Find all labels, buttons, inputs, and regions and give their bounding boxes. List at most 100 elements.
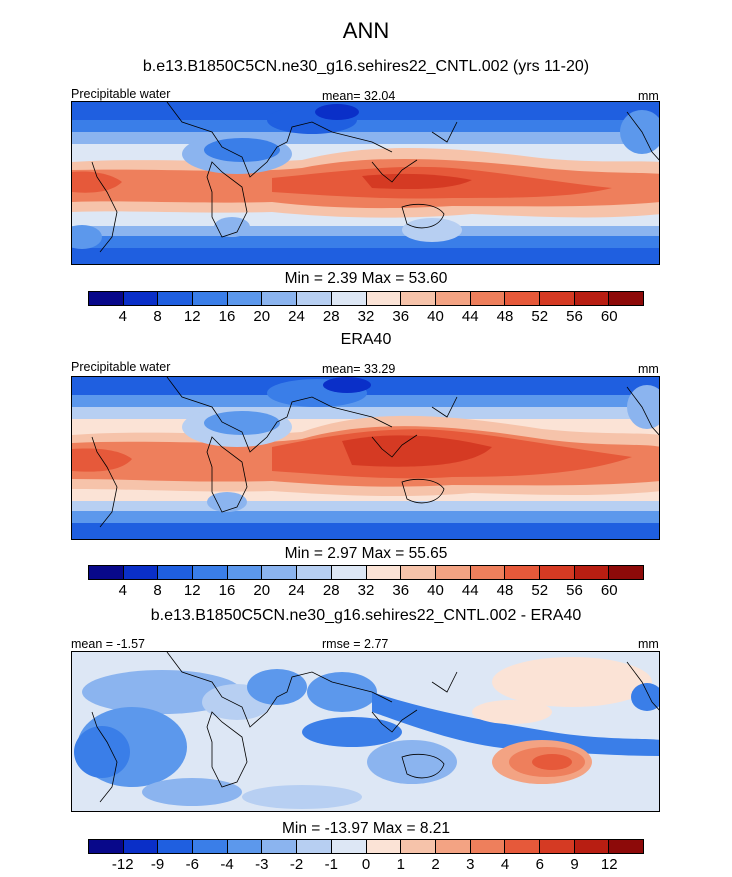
colorbar-tick-label: -2: [289, 856, 304, 873]
colorbar-box: [505, 566, 540, 579]
colorbar-tick-label: 0: [361, 856, 371, 873]
panel-2-variable-label: Precipitable water: [71, 360, 171, 374]
colorbar-tick-label: 52: [531, 582, 549, 599]
colorbar-tick-label: 12: [600, 856, 618, 873]
colorbar-box: [470, 292, 506, 305]
colorbar-tick-label: 6: [535, 856, 544, 873]
colorbar-tick-label: 32: [357, 308, 375, 325]
panel-2-colorbar-ticks: 4 8 12 16 20 24 28 32 36 40 44 48 52 56 60: [88, 582, 644, 600]
colorbar-tick-label: 56: [566, 308, 583, 325]
colorbar-tick-label: -4: [220, 856, 234, 873]
colorbar-box: [227, 566, 263, 579]
colorbar-tick-label: 9: [570, 856, 579, 873]
colorbar-box: [89, 292, 124, 305]
colorbar-tick-label: 16: [218, 308, 236, 325]
colorbar-box: [262, 566, 298, 579]
panel-2-colorbar: [88, 565, 644, 580]
colorbar-box: [574, 566, 610, 579]
colorbar-box: [297, 566, 332, 579]
colorbar-box: [470, 840, 506, 853]
colorbar-box: [505, 292, 540, 305]
colorbar-box: [193, 566, 228, 579]
panel-3-min-max: Min = -13.97 Max = 8.21: [281, 820, 450, 837]
colorbar-tick-label: 56: [566, 582, 583, 599]
colorbar-tick-label: 1: [396, 856, 405, 873]
colorbar-box: [401, 292, 436, 305]
colorbar-box: [193, 840, 228, 853]
panel-3-map: [71, 651, 660, 812]
colorbar-box: [158, 840, 194, 853]
panel-2-map: [71, 376, 660, 540]
colorbar-tick-label: 16: [218, 582, 236, 599]
panel-1-title: b.e13.B1850C5CN.ne30_g16.sehires22_CNTL.…: [142, 58, 590, 75]
panel-1-map-canvas: [72, 102, 659, 264]
panel-1-map: [71, 101, 660, 265]
colorbar-tick-label: 40: [427, 582, 444, 599]
colorbar-box: [262, 292, 298, 305]
colorbar-tick-label: -6: [185, 856, 199, 873]
colorbar-box: [470, 566, 506, 579]
colorbar-tick-label: 36: [392, 582, 410, 599]
colorbar-box: [123, 292, 159, 305]
colorbar-box: [89, 840, 124, 853]
figure-title: ANN: [342, 18, 390, 43]
colorbar-tick-label: 2: [431, 856, 440, 873]
colorbar-box: [193, 292, 228, 305]
colorbar-box: [609, 840, 643, 853]
colorbar-box: [539, 566, 575, 579]
colorbar-tick-label: 24: [288, 308, 305, 325]
colorbar-tick-label: 8: [153, 582, 162, 599]
colorbar-tick-label: 32: [357, 582, 375, 599]
colorbar-box: [539, 292, 575, 305]
colorbar-tick-label: 48: [496, 308, 514, 325]
colorbar-box: [158, 566, 194, 579]
colorbar-tick-label: 12: [183, 582, 201, 599]
panel-1-variable-label: Precipitable water: [71, 87, 171, 101]
colorbar-tick-label: 44: [461, 308, 479, 325]
colorbar-box: [505, 840, 540, 853]
panel-2-min-max: Min = 2.97 Max = 55.65: [284, 545, 448, 562]
colorbar-box: [574, 840, 610, 853]
panel-2-units-label: mm: [638, 362, 659, 376]
colorbar-tick-label: 20: [253, 582, 271, 599]
colorbar-box: [366, 566, 402, 579]
panel-2-title: ERA40: [340, 331, 392, 348]
colorbar-box: [227, 292, 263, 305]
colorbar-box: [89, 566, 124, 579]
colorbar-box: [609, 292, 643, 305]
colorbar-tick-label: 48: [496, 582, 514, 599]
colorbar-tick-label: 4: [500, 856, 510, 873]
colorbar-tick-label: 40: [427, 308, 444, 325]
colorbar-box: [297, 840, 332, 853]
panel-3-colorbar: [88, 839, 644, 854]
panel-3-title: b.e13.B1850C5CN.ne30_g16.sehires22_CNTL.…: [150, 607, 582, 624]
colorbar-tick-label: -1: [324, 856, 338, 873]
panel-1-units-label: mm: [638, 89, 659, 103]
panel-2-mean-label: mean= 33.29: [322, 362, 396, 376]
colorbar-tick-label: 3: [466, 856, 475, 873]
colorbar-tick-label: 44: [461, 582, 479, 599]
colorbar-box: [262, 840, 298, 853]
colorbar-box: [366, 840, 402, 853]
colorbar-box: [435, 292, 471, 305]
colorbar-tick-label: 20: [253, 308, 271, 325]
colorbar-tick-label: 24: [288, 582, 305, 599]
colorbar-tick-label: 52: [531, 308, 549, 325]
colorbar-box: [158, 292, 194, 305]
colorbar-box: [435, 840, 471, 853]
colorbar-box: [401, 840, 436, 853]
colorbar-tick-label: -12: [111, 856, 134, 873]
colorbar-tick-label: 28: [322, 308, 340, 325]
panel-1-colorbar-ticks: 4 8 12 16 20 24 28 32 36 40 44 48 52 56 60: [88, 308, 644, 326]
colorbar-box: [331, 292, 367, 305]
colorbar-tick-label: 12: [183, 308, 201, 325]
panel-3-units-label: mm: [638, 637, 659, 651]
colorbar-tick-label: 60: [600, 582, 618, 599]
colorbar-tick-label: -9: [150, 856, 165, 873]
colorbar-box: [331, 840, 367, 853]
colorbar-tick-label: -3: [255, 856, 269, 873]
colorbar-box: [609, 566, 643, 579]
colorbar-box: [539, 840, 575, 853]
colorbar-tick-label: 8: [153, 308, 162, 325]
colorbar-tick-label: 60: [600, 308, 618, 325]
